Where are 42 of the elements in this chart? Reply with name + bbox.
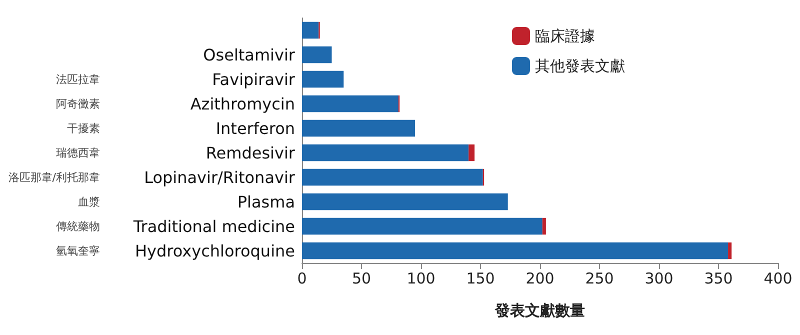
- y2-tick-label: 瑞德西韋: [56, 146, 100, 160]
- y-tick-label: Oseltamivir: [203, 45, 296, 64]
- y2-tick-label: 血漿: [78, 195, 100, 208]
- y-tick-label: Remdesivir: [206, 143, 296, 162]
- y2-tick-label: 法匹拉韋: [56, 72, 100, 86]
- bar: [542, 218, 546, 235]
- x-tick-label: 100: [406, 270, 436, 288]
- y-tick-label: Lopinavir/Ritonavir: [144, 168, 296, 187]
- y-tick-label: Favipiravir: [212, 70, 296, 89]
- bar: [302, 144, 469, 162]
- x-tick-label: 200: [526, 270, 554, 288]
- y-tick-label: Interferon: [216, 118, 295, 138]
- y2-tick-label: 洛匹那韋/利托那韋: [8, 170, 100, 184]
- bar: [302, 46, 332, 64]
- bar: [302, 120, 416, 137]
- y-tick-label: Traditional medicine: [132, 216, 295, 236]
- x-tick-label: 150: [466, 270, 495, 288]
- y2-tick-label: 干擾素: [67, 122, 100, 135]
- x-axis-title: 發表文獻數量: [494, 302, 585, 320]
- y2-tick-label: 傳統藥物: [56, 220, 100, 233]
- bar: [728, 242, 732, 260]
- legend-label: 其他發表文獻: [535, 57, 625, 75]
- bar: [302, 70, 344, 88]
- y2-tick-label: 氫氧奎寧: [56, 244, 100, 258]
- bar: [302, 218, 542, 235]
- legend-label: 臨床證據: [535, 27, 595, 45]
- x-tick-label: 400: [764, 270, 792, 288]
- x-tick-label: 50: [352, 270, 372, 288]
- bar: [302, 242, 728, 260]
- y2-tick-label: 阿奇黴素: [56, 97, 100, 110]
- y-tick-label: Plasma: [237, 192, 295, 212]
- bar: [468, 144, 475, 162]
- x-tick-label: 300: [644, 270, 674, 288]
- bar: [302, 193, 508, 210]
- bar: [302, 168, 483, 186]
- x-tick-label: 0: [297, 270, 307, 288]
- y-tick-label: Hydroxychloroquine: [134, 241, 295, 260]
- bar: [302, 95, 398, 112]
- y-tick-label: Azithromycin: [190, 94, 295, 114]
- x-tick-label: 350: [704, 270, 733, 288]
- x-tick-label: 250: [585, 270, 614, 288]
- bar: [302, 22, 319, 39]
